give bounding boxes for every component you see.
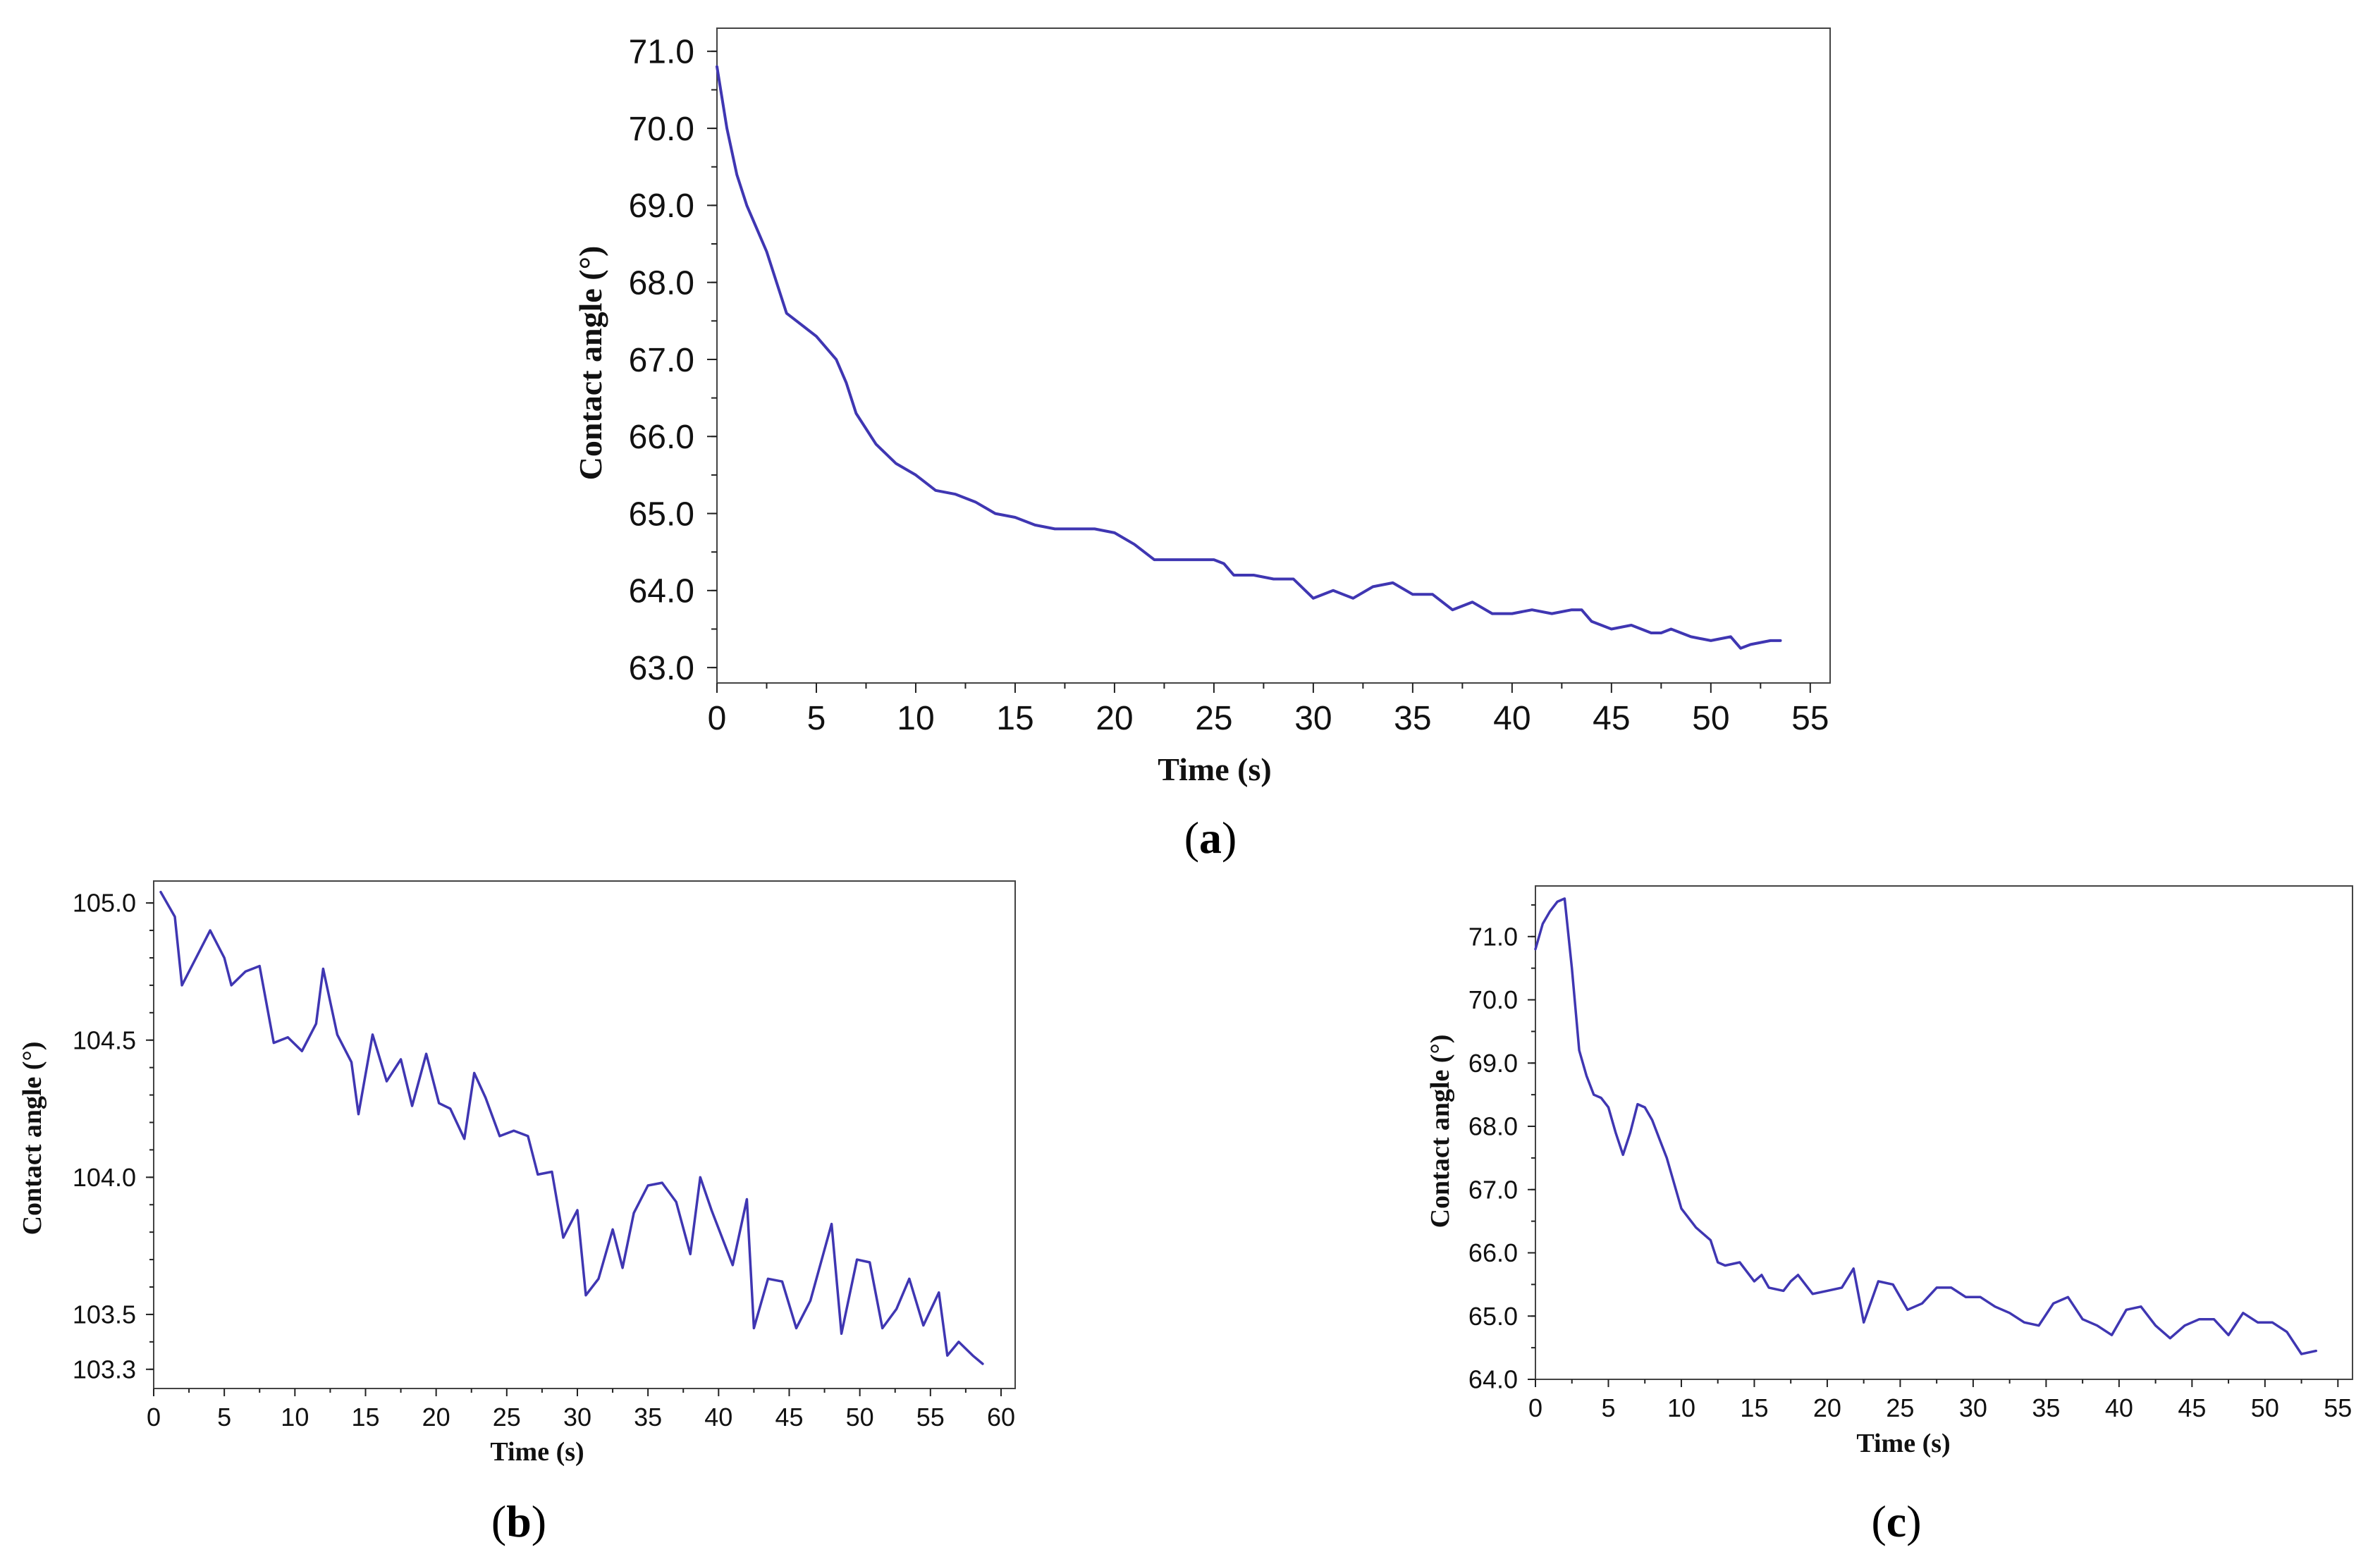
x-tick-label-a-45: 45 [1593, 700, 1630, 737]
y-tick-label-b-103.5: 103.5 [73, 1300, 136, 1329]
x-tick-label-b-45: 45 [775, 1403, 803, 1431]
series-line-b-0 [159, 890, 984, 1365]
x-tick-label-b-25: 25 [493, 1403, 521, 1431]
x-tick-label-a-30: 30 [1294, 700, 1332, 737]
y-tick-label-a-64: 64.0 [629, 573, 694, 610]
x-tick-label-a-40: 40 [1493, 700, 1531, 737]
y-tick-label-c-66: 66.0 [1468, 1238, 1518, 1267]
y-tick-label-a-69: 69.0 [629, 187, 694, 225]
y-tick-label-b-105: 105.0 [73, 889, 136, 918]
panel-label-b: (b) [491, 1496, 546, 1546]
plot-area-a [716, 27, 1831, 684]
x-tick-label-b-30: 30 [563, 1403, 591, 1431]
chart-panel-c: Time (s) Contact angle (°) (c) 0 5 10 15 20 2… [1425, 885, 2353, 1546]
x-tick-label-b-55: 55 [916, 1403, 945, 1431]
x-tick-label-a-25: 25 [1195, 700, 1232, 737]
x-tick-label-c-0: 0 [1528, 1393, 1542, 1422]
panel-letter-b: b [506, 1496, 532, 1546]
x-axis-label-a: Time (s) [1158, 751, 1271, 787]
panel-letter-c: c [1887, 1496, 1906, 1546]
y-tick-label-c-68: 68.0 [1468, 1112, 1518, 1141]
y-tick-label-c-70: 70.0 [1468, 985, 1518, 1014]
x-tick-label-c-45: 45 [2178, 1393, 2206, 1422]
x-tick-label-c-5: 5 [1601, 1393, 1615, 1422]
x-tick-label-c-15: 15 [1740, 1393, 1768, 1422]
x-tick-label-a-55: 55 [1791, 700, 1829, 737]
x-tick-label-b-35: 35 [634, 1403, 662, 1431]
x-tick-label-b-15: 15 [351, 1403, 379, 1431]
y-tick-label-b-104.5: 104.5 [73, 1026, 136, 1054]
y-tick-label-c-67: 67.0 [1468, 1175, 1518, 1204]
x-tick-label-c-10: 10 [1667, 1393, 1695, 1422]
series-line-a-0 [716, 65, 1782, 650]
x-tick-label-a-0: 0 [708, 700, 727, 737]
x-axis-label-c: Time (s) [1856, 1429, 1950, 1458]
x-tick-label-b-20: 20 [422, 1403, 450, 1431]
y-tick-label-c-71: 71.0 [1468, 922, 1518, 951]
x-tick-label-a-50: 50 [1692, 700, 1729, 737]
x-tick-label-c-20: 20 [1813, 1393, 1841, 1422]
y-tick-label-c-65: 65.0 [1468, 1302, 1518, 1331]
y-tick-label-b-103.3: 103.3 [73, 1355, 136, 1384]
y-axis-label-c: Contact angle (°) [1425, 1035, 1455, 1229]
x-tick-label-b-5: 5 [217, 1403, 231, 1431]
series-line-c-0 [1534, 897, 2318, 1355]
y-tick-label-c-64: 64.0 [1468, 1365, 1518, 1394]
x-tick-label-c-40: 40 [2105, 1393, 2133, 1422]
x-axis-label-b: Time (s) [490, 1437, 584, 1467]
y-tick-label-a-66: 66.0 [629, 419, 694, 456]
x-tick-label-c-50: 50 [2251, 1393, 2279, 1422]
x-tick-label-a-15: 15 [996, 700, 1033, 737]
x-tick-label-b-40: 40 [704, 1403, 732, 1431]
panel-label-c: (c) [1871, 1496, 1921, 1546]
x-tick-label-a-20: 20 [1096, 700, 1133, 737]
panel-label-a: (a) [1184, 813, 1237, 863]
x-tick-label-a-35: 35 [1394, 700, 1431, 737]
y-axis-label-b: Contact angle (°) [18, 1042, 47, 1236]
chart-panel-b: Time (s) Contact angle (°) (b) 0 5 10 15 20 2… [18, 880, 1016, 1546]
x-tick-label-c-35: 35 [2032, 1393, 2060, 1422]
plot-area-c [1535, 885, 2353, 1380]
y-tick-label-a-65: 65.0 [629, 495, 694, 533]
y-tick-label-c-69: 69.0 [1468, 1049, 1518, 1078]
y-tick-label-a-63: 63.0 [629, 650, 694, 687]
x-tick-label-b-50: 50 [846, 1403, 874, 1431]
y-tick-label-a-68: 68.0 [629, 264, 694, 302]
x-tick-label-b-0: 0 [147, 1403, 161, 1431]
x-tick-label-a-10: 10 [897, 700, 934, 737]
y-tick-label-a-67: 67.0 [629, 342, 694, 379]
y-tick-label-b-104: 104.0 [73, 1163, 136, 1192]
x-tick-label-b-60: 60 [987, 1403, 1015, 1431]
x-tick-label-c-55: 55 [2324, 1393, 2352, 1422]
x-tick-label-c-30: 30 [1959, 1393, 1987, 1422]
plot-area-b [153, 880, 1016, 1389]
panel-letter-a: a [1199, 813, 1222, 863]
y-axis-label-a: Contact angle (°) [572, 246, 608, 481]
y-tick-label-a-71: 71.0 [629, 34, 694, 71]
x-tick-label-a-5: 5 [807, 700, 826, 737]
chart-panel-a: Time (s) Contact angle (°) (a) 0 5 10 15 20 2… [572, 27, 1831, 863]
x-tick-label-c-25: 25 [1886, 1393, 1914, 1422]
x-tick-label-b-10: 10 [281, 1403, 309, 1431]
y-tick-label-a-70: 70.0 [629, 111, 694, 148]
